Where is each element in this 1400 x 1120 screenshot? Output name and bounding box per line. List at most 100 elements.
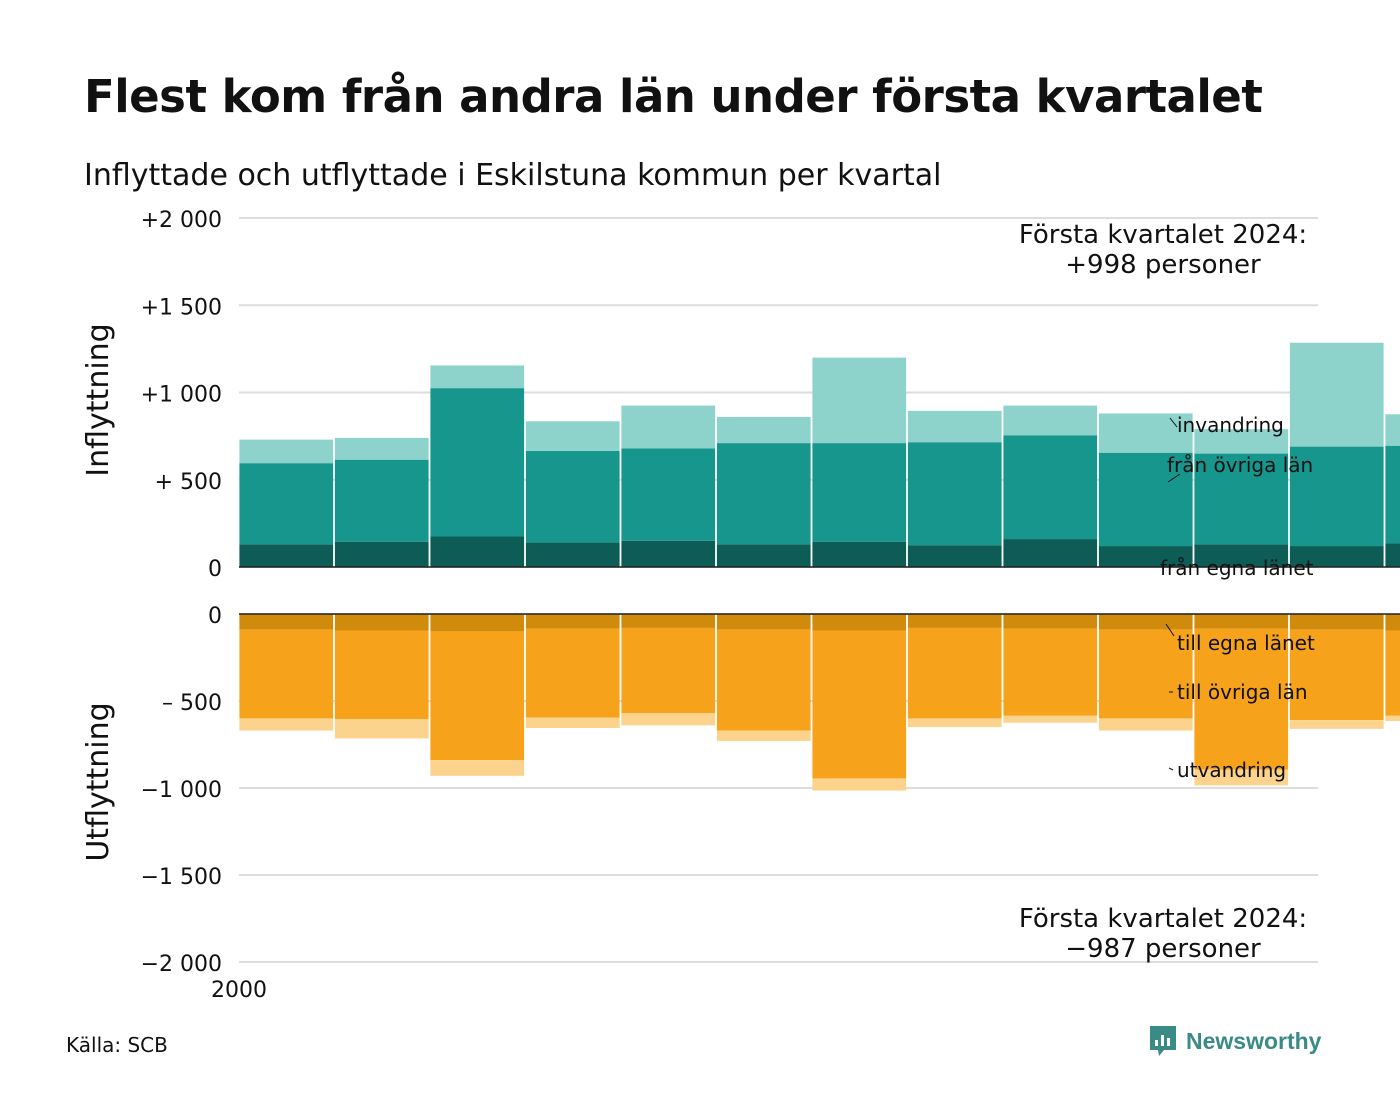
bar-out-0	[812, 614, 907, 631]
annotation-bottom-value: −987 personer	[1065, 934, 1261, 964]
bar-out-0	[430, 614, 525, 632]
annotation-bottom-line1: Första kvartalet 2024:	[1019, 904, 1307, 934]
y-axis-title-top: Inflyttning	[81, 323, 116, 476]
y-tick-label-bottom: −2 000	[141, 952, 222, 977]
bar-in-0	[1289, 546, 1384, 567]
bar-out-0	[1098, 614, 1193, 630]
bar-out-1	[430, 631, 525, 761]
legend-label-top: från övriga län	[1167, 453, 1313, 477]
y-tick-label-top: +2 000	[141, 208, 222, 233]
y-tick-label-top: +1 500	[141, 295, 222, 320]
bar-in-1	[1385, 445, 1400, 544]
bar-in-1	[1098, 452, 1193, 547]
bar-in-2	[716, 416, 811, 444]
y-tick-label-bottom: 0	[208, 604, 222, 629]
bar-out-0	[239, 614, 334, 630]
annotation-top-line1: Första kvartalet 2024:	[1019, 220, 1307, 250]
bar-in-0	[239, 544, 334, 567]
bar-out-2	[907, 718, 1002, 728]
bar-in-0	[812, 541, 907, 567]
bar-in-1	[1194, 453, 1289, 545]
legend-label-bottom: utvandring	[1177, 758, 1286, 782]
legend-leader-bottom	[1168, 767, 1174, 771]
bar-out-2	[1289, 720, 1384, 729]
bar-in-0	[1385, 543, 1400, 567]
newsworthy-logo-icon	[1150, 1026, 1176, 1056]
legend-label-bottom: till egna länet	[1177, 631, 1315, 655]
y-axis-title-bottom: Utflyttning	[81, 702, 116, 861]
bar-in-1	[1003, 435, 1098, 540]
y-tick-label-bottom: −1 000	[141, 778, 222, 803]
y-tick-label-top: + 500	[155, 470, 222, 495]
bar-out-1	[907, 627, 1002, 719]
bar-out-1	[716, 629, 811, 731]
bar-out-0	[1003, 614, 1098, 629]
legend-leader-top	[1167, 473, 1181, 483]
bar-in-1	[430, 388, 525, 537]
legend-label-top: invandring	[1177, 413, 1284, 437]
newsworthy-logo: Newsworthy	[1148, 1024, 1321, 1058]
bar-out-2	[430, 760, 525, 776]
bar-in-1	[525, 450, 620, 543]
legend-leader-bottom	[1165, 623, 1175, 637]
bar-out-0	[716, 614, 811, 630]
logo-text: Newsworthy	[1186, 1027, 1322, 1054]
bar-out-0	[1194, 614, 1289, 629]
bar-in-2	[430, 365, 525, 389]
y-tick-label-bottom: – 500	[162, 691, 222, 716]
bar-out-0	[907, 614, 1002, 628]
bar-in-0	[1194, 544, 1289, 567]
source-note: Källa: SCB	[66, 1033, 168, 1057]
bar-in-2	[621, 405, 716, 449]
bar-out-2	[334, 719, 429, 739]
chart-title: Flest kom från andra län under första kv…	[84, 70, 1263, 123]
bar-out-1	[1003, 628, 1098, 716]
bar-out-0	[1385, 614, 1400, 631]
bar-out-1	[812, 630, 907, 779]
bar-in-1	[621, 448, 716, 541]
y-tick-label-top: +1 000	[141, 383, 222, 408]
bar-in-2	[1289, 342, 1384, 447]
bar-out-1	[1098, 629, 1193, 719]
bar-out-2	[812, 778, 907, 791]
bar-in-2	[525, 421, 620, 451]
bar-in-2	[334, 437, 429, 460]
bar-out-2	[621, 713, 716, 726]
bar-out-1	[1385, 630, 1400, 716]
legend-label-bottom: till övriga län	[1177, 680, 1308, 704]
annotation-top-value: +998 personer	[1065, 250, 1261, 280]
legend-leader-top	[1169, 417, 1178, 428]
bar-in-0	[525, 542, 620, 567]
bar-out-1	[1194, 628, 1289, 770]
bar-in-0	[907, 545, 1002, 567]
y-tick-label-top: 0	[208, 557, 222, 582]
bar-in-1	[907, 442, 1002, 546]
bar-in-0	[1003, 539, 1098, 567]
bar-out-1	[621, 627, 716, 714]
bar-out-2	[525, 717, 620, 728]
bar-out-2	[1003, 715, 1098, 723]
bar-in-2	[907, 410, 1002, 443]
bar-out-2	[239, 718, 334, 731]
bar-out-0	[621, 614, 716, 628]
bar-in-0	[621, 540, 716, 567]
bar-in-1	[334, 459, 429, 542]
bar-out-2	[1385, 715, 1400, 722]
bar-out-1	[334, 630, 429, 720]
legend-label-top: från egna länet	[1160, 556, 1314, 580]
bar-in-2	[239, 439, 334, 464]
bar-in-0	[430, 536, 525, 567]
bar-in-2	[1385, 414, 1400, 446]
bar-out-2	[1098, 718, 1193, 731]
y-tick-label-bottom: −1 500	[141, 865, 222, 890]
bar-out-1	[1289, 629, 1384, 721]
bar-in-0	[1098, 546, 1193, 567]
bar-out-0	[525, 614, 620, 629]
bar-out-0	[334, 614, 429, 631]
bar-in-0	[716, 544, 811, 567]
bar-out-0	[1289, 614, 1384, 630]
x-tick-label: 2000	[211, 978, 267, 1003]
bar-in-1	[812, 443, 907, 542]
bar-out-2	[716, 730, 811, 742]
